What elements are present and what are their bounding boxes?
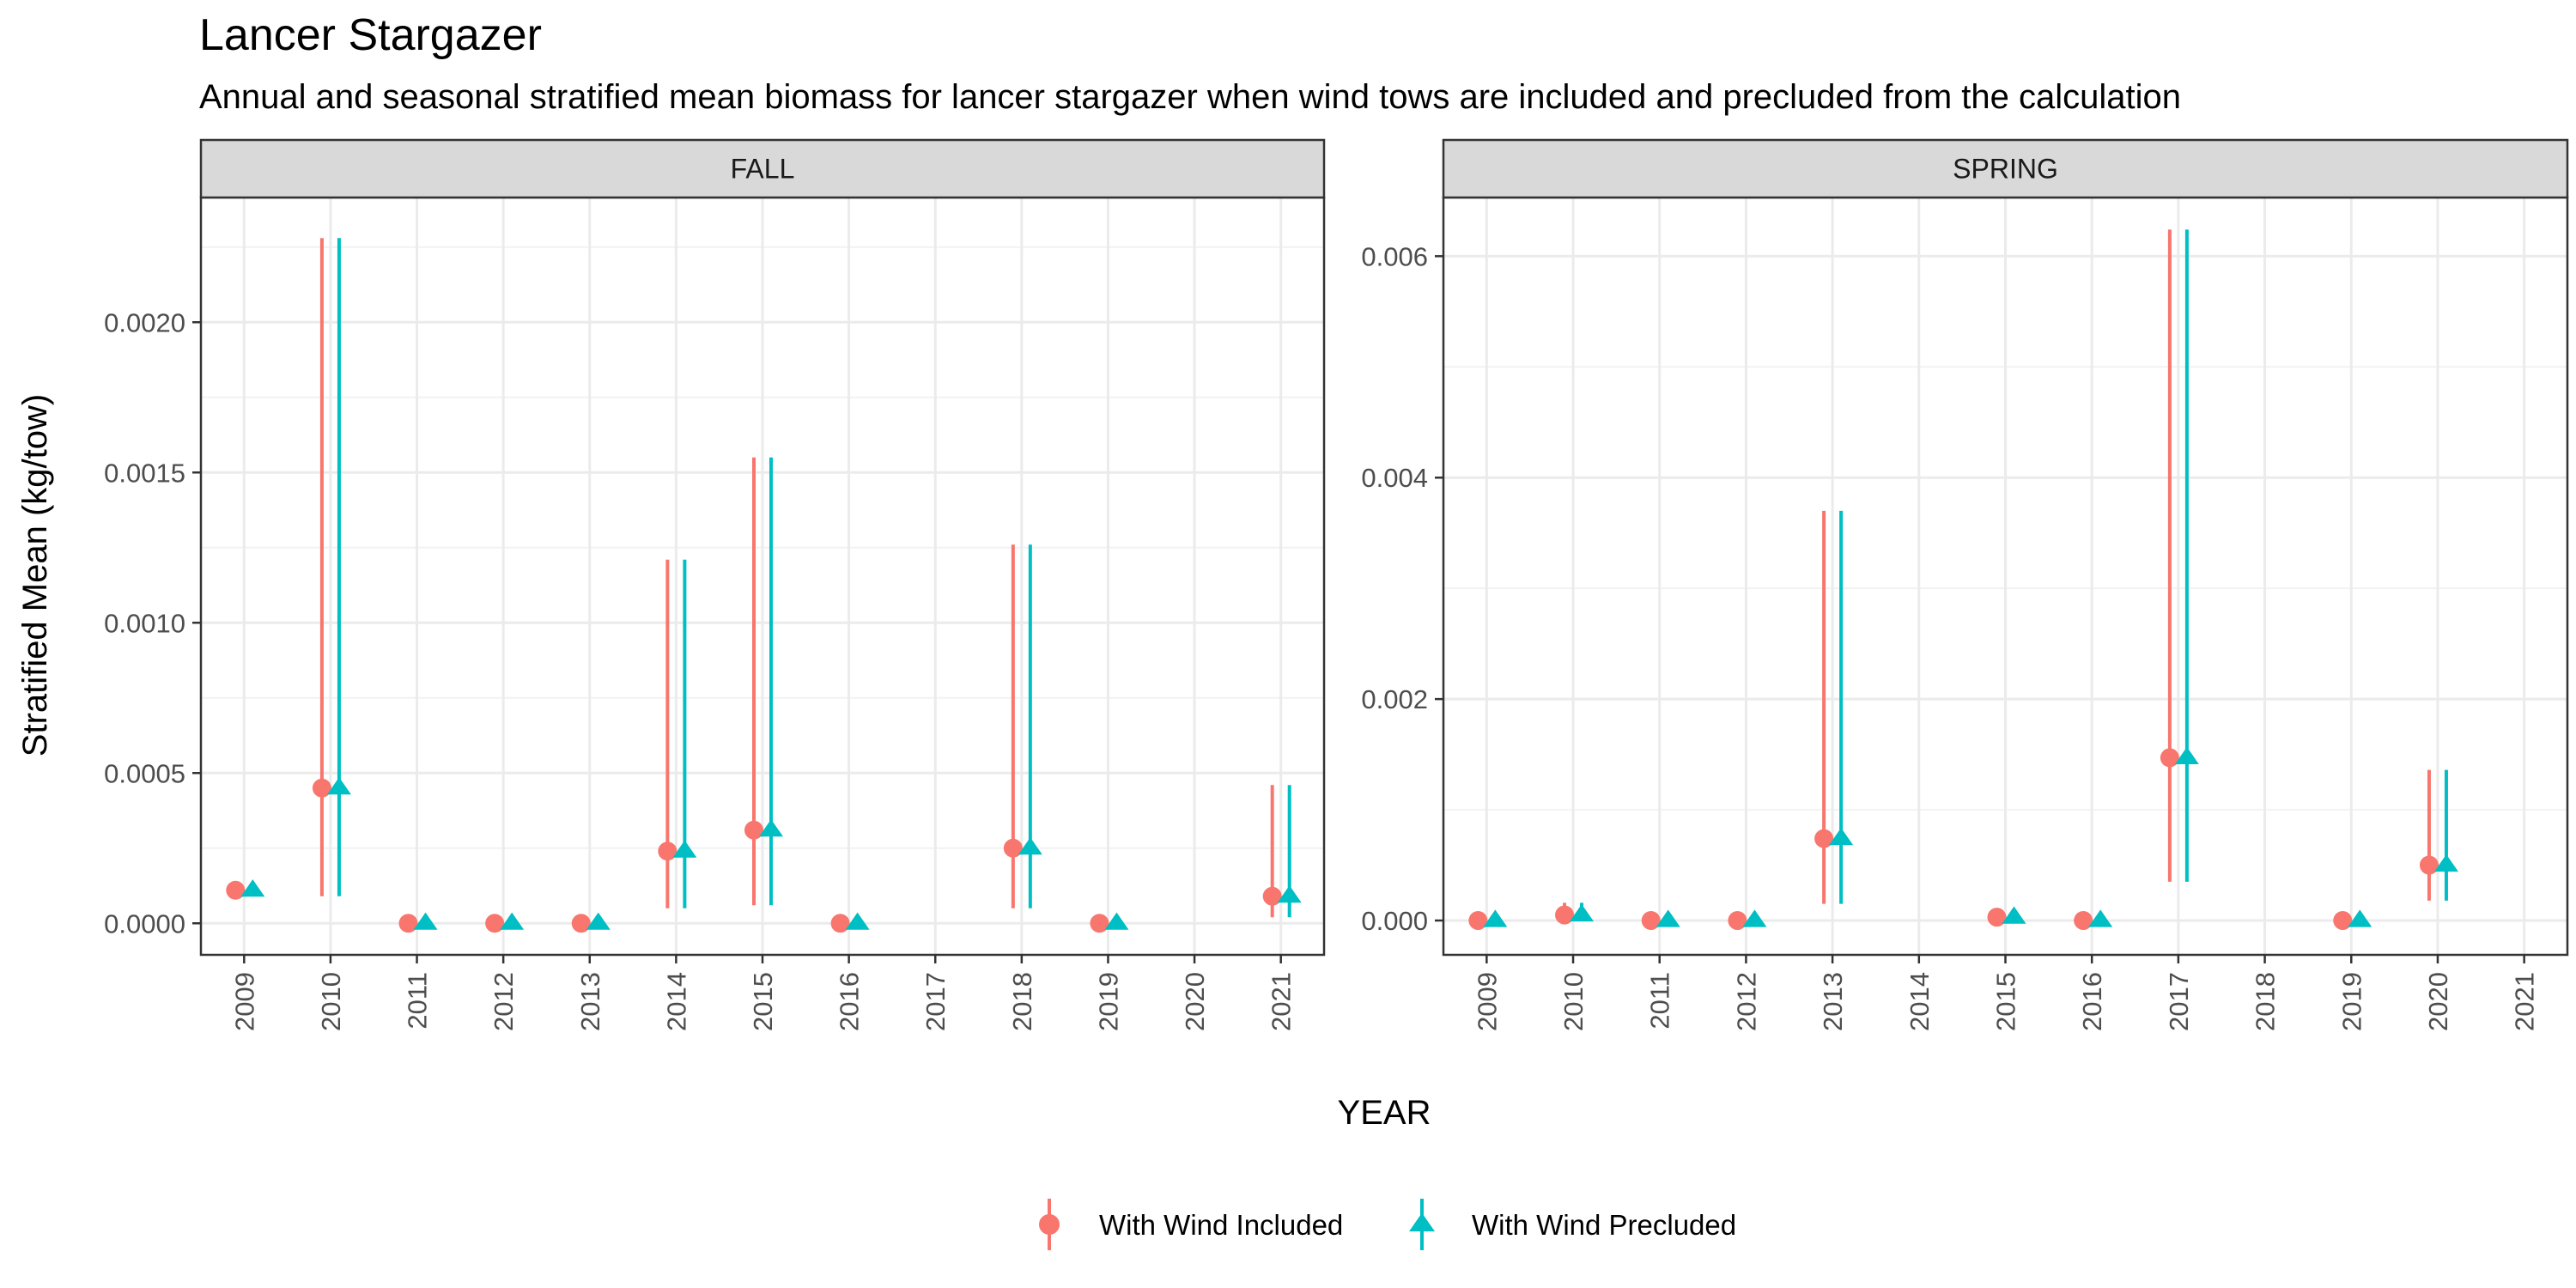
data-point [1829,828,1854,846]
chart-title: Lancer Stargazer [199,10,542,60]
x-tick-label: 2011 [1645,972,1675,1030]
data-point [1018,837,1042,855]
legend-key-triangle [1409,1212,1435,1232]
data-point [1277,885,1302,903]
x-tick-label: 2016 [2077,972,2107,1031]
y-tick-label: 0.002 [1361,684,1428,714]
data-point [2348,909,2372,927]
x-tick-label: 2021 [2510,972,2540,1031]
x-tick-label: 2009 [1472,972,1502,1031]
data-point [1641,911,1661,931]
panel-spring: 0.000 0.002 0.004 0.006 2009 2010 2011 2012 2013… [1361,138,2569,1031]
data-point [1468,911,1488,931]
legend: With Wind Included With Wind Precluded [1039,1199,1736,1250]
chart-subtitle: Annual and seasonal stratified mean biom… [199,78,2181,116]
data-point [2002,906,2026,924]
data-point [240,879,265,897]
data-point [845,912,870,930]
y-tick-label: 0.0005 [104,758,185,788]
data-point [658,841,677,861]
data-point [2174,746,2199,765]
data-point [1003,838,1023,858]
data-point [326,777,351,795]
data-point [1262,886,1282,906]
facet-strip [1442,138,2569,199]
data-point [2160,748,2179,768]
data-point [1656,909,1680,927]
data-point [1555,905,1575,925]
data-point [2074,911,2093,931]
data-point [830,914,850,933]
data-point [2333,911,2353,931]
x-tick-label: 2014 [661,972,691,1031]
y-tick-label: 0.0000 [104,908,185,939]
data-point [672,840,697,858]
data-point [1814,829,1834,848]
legend-item: With Wind Precluded [1409,1199,1736,1250]
data-point [1104,912,1129,930]
data-point [1090,914,1109,933]
x-tick-label: 2010 [316,972,346,1031]
data-point [485,914,505,933]
legend-key-circle [1039,1214,1060,1235]
x-tick-label: 2011 [403,972,433,1030]
x-tick-label: 2017 [2164,972,2194,1031]
x-tick-label: 2013 [1818,972,1848,1031]
data-point [571,914,591,933]
y-tick-label: 0.000 [1361,906,1428,936]
legend-label: With Wind Included [1099,1209,1343,1241]
x-tick-label: 2020 [1180,972,1210,1031]
data-point [226,880,246,900]
y-tick-label: 0.006 [1361,241,1428,271]
y-tick-label: 0.0020 [104,307,185,337]
x-tick-label: 2014 [1905,972,1935,1031]
x-tick-label: 2016 [835,972,865,1031]
facet-strip-label: FALL [731,154,795,185]
data-point [1987,908,2007,927]
panel-fall: 0.0000 0.0005 0.0010 0.0015 0.0020 2009 2010 20… [104,138,1326,1031]
data-point [1742,909,1767,927]
data-point [744,820,763,840]
x-tick-label: 2019 [2336,972,2366,1031]
facet-strip-label: SPRING [1953,154,2058,185]
data-point [1483,909,1508,927]
y-axis-label: Stratified Mean (kg/tow) [16,394,54,756]
y-tick-label: 0.0015 [104,458,185,488]
x-tick-label: 2018 [2251,972,2281,1031]
data-point [500,912,525,930]
legend-item: With Wind Included [1039,1199,1343,1250]
x-tick-label: 2017 [920,972,951,1031]
x-tick-label: 2015 [1991,972,2021,1031]
x-tick-label: 2015 [748,972,778,1031]
x-tick-label: 2012 [1731,972,1761,1031]
data-point [586,912,611,930]
facet-strip [199,138,1326,199]
x-tick-label: 2020 [2423,972,2453,1031]
legend-label: With Wind Precluded [1472,1209,1736,1241]
data-point [2433,854,2458,872]
data-point [2419,855,2439,875]
data-point [1728,911,1747,931]
data-point [312,778,331,798]
series-wind-precluded [1483,229,2458,927]
y-tick-label: 0.0010 [104,608,185,638]
series-wind-included [1468,229,2439,931]
data-point [398,914,418,933]
x-tick-label: 2012 [489,972,519,1031]
x-tick-label: 2009 [229,972,259,1031]
x-tick-label: 2021 [1267,972,1297,1031]
data-point [413,912,438,930]
x-tick-label: 2010 [1558,972,1589,1031]
x-tick-label: 2019 [1093,972,1123,1031]
x-tick-label: 2018 [1007,972,1037,1031]
x-axis-label: YEAR [1338,1094,1431,1132]
series-wind-precluded [240,238,1302,930]
data-point [1570,903,1595,922]
y-tick-label: 0.004 [1361,463,1428,493]
series-wind-included [226,238,1282,933]
x-tick-label: 2013 [575,972,605,1031]
data-point [759,819,783,837]
data-point [2088,909,2113,927]
